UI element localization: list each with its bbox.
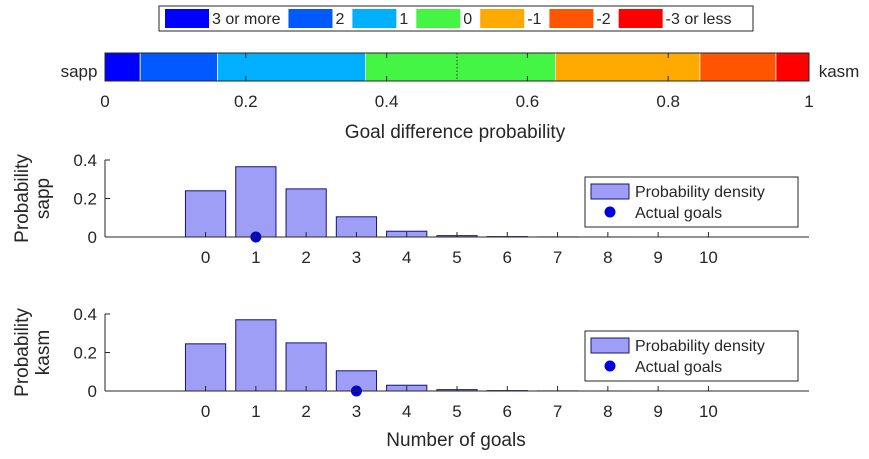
gd-x-axis-label: Goal difference probability <box>345 122 566 143</box>
legend-swatch-0 <box>165 9 209 28</box>
legend-swatch-2 <box>352 9 397 28</box>
legend-label-4: -1 <box>527 11 541 28</box>
y-axis-label-line-1: kasm <box>33 330 54 375</box>
x-tick-label-9: 9 <box>653 248 662 267</box>
x-tick-label-7: 7 <box>553 248 562 267</box>
x-tick-label-1: 1 <box>251 402 260 421</box>
gd-segment-6 <box>775 52 810 82</box>
bar-0 <box>184 190 227 238</box>
x-tick-label-8: 8 <box>603 402 612 421</box>
legend-bar-swatch <box>590 337 630 354</box>
y-axis-label-line-0: Probability <box>12 154 33 243</box>
y-tick-label-0: 0 <box>88 382 97 401</box>
legend-label-6: -3 or less <box>666 11 732 28</box>
gd-segment-3 <box>365 52 556 82</box>
x-tick-label-5: 5 <box>452 402 461 421</box>
x-tick-label-0: 0 <box>201 402 210 421</box>
legend-label-actual: Actual goals <box>635 205 722 222</box>
x-tick-label-3: 3 <box>352 402 361 421</box>
x-tick-label-7: 7 <box>553 402 562 421</box>
bar-1 <box>235 319 277 392</box>
gd-tick-label-1: 0.2 <box>234 92 258 111</box>
y-tick-label-2: 0.4 <box>73 151 97 170</box>
gd-segment-4 <box>555 52 701 82</box>
x-tick-label-5: 5 <box>452 248 461 267</box>
gd-tick-label-2: 0.4 <box>375 92 399 111</box>
bar-2 <box>285 342 327 392</box>
x-tick-label-1: 1 <box>251 248 260 267</box>
legend-label-0: 3 or more <box>212 11 281 28</box>
y-tick-label-1: 0.2 <box>73 190 97 209</box>
legend-swatch-6 <box>618 9 663 28</box>
gd-segment-0 <box>104 52 141 82</box>
legend-label-density: Probability density <box>635 184 765 201</box>
x-tick-label-6: 6 <box>503 402 512 421</box>
legend-bar-swatch <box>590 183 630 200</box>
x-tick-label-8: 8 <box>603 248 612 267</box>
x-tick-label-0: 0 <box>201 248 210 267</box>
legend-swatch-3 <box>416 9 461 28</box>
legend-marker-swatch <box>604 360 616 372</box>
y-tick-label-1: 0.2 <box>73 344 97 363</box>
gd-segment-2 <box>217 52 366 82</box>
x-tick-label-10: 10 <box>699 248 718 267</box>
x-tick-label-4: 4 <box>402 402 411 421</box>
x-tick-label-4: 4 <box>402 248 411 267</box>
x-tick-label-2: 2 <box>301 402 310 421</box>
legend-marker-swatch <box>604 206 616 218</box>
x-tick-label-6: 6 <box>503 248 512 267</box>
legend-label-density: Probability density <box>635 338 765 355</box>
legend-label-actual: Actual goals <box>635 359 722 376</box>
legend-label-1: 2 <box>335 11 344 28</box>
bar-1 <box>235 166 277 238</box>
x-tick-label-10: 10 <box>699 402 718 421</box>
legend-swatch-5 <box>549 9 594 28</box>
y-axis-label-line-0: Probability <box>12 308 33 397</box>
legend-swatch-1 <box>288 9 333 28</box>
bar-2 <box>285 188 327 238</box>
legend-swatch-4 <box>480 9 525 28</box>
gd-axes-box <box>104 52 810 82</box>
x-tick-label-2: 2 <box>301 248 310 267</box>
bar-0 <box>184 343 227 392</box>
y-axis-label: Probabilitykasm <box>12 308 54 397</box>
y-axis-label: Probabilitysapp <box>12 154 54 243</box>
legend-label-5: -2 <box>596 11 610 28</box>
gd-segment-1 <box>139 52 219 82</box>
right-team-label: kasm <box>819 62 860 81</box>
legend-label-3: 0 <box>463 11 472 28</box>
x-tick-label-9: 9 <box>653 402 662 421</box>
goals-x-axis-label: Number of goals <box>386 430 525 451</box>
gd-segment-5 <box>699 52 777 82</box>
goal-difference-legend: 3 or more 2 1 0 -1 -2 -3 or less <box>158 5 754 32</box>
y-tick-label-0: 0 <box>88 228 97 247</box>
x-tick-label-3: 3 <box>352 248 361 267</box>
legend-label-2: 1 <box>399 11 408 28</box>
goal-difference-panel: 0 0.2 0.4 0.6 0.8 1 <box>100 52 814 111</box>
gd-tick-label-5: 1 <box>804 92 813 111</box>
gd-tick-label-4: 0.8 <box>656 92 680 111</box>
gd-tick-label-0: 0 <box>100 92 109 111</box>
y-axis-label-line-1: sapp <box>33 178 54 219</box>
gd-tick-label-3: 0.6 <box>516 92 540 111</box>
left-team-label: sapp <box>61 62 98 81</box>
y-tick-label-2: 0.4 <box>73 305 97 324</box>
